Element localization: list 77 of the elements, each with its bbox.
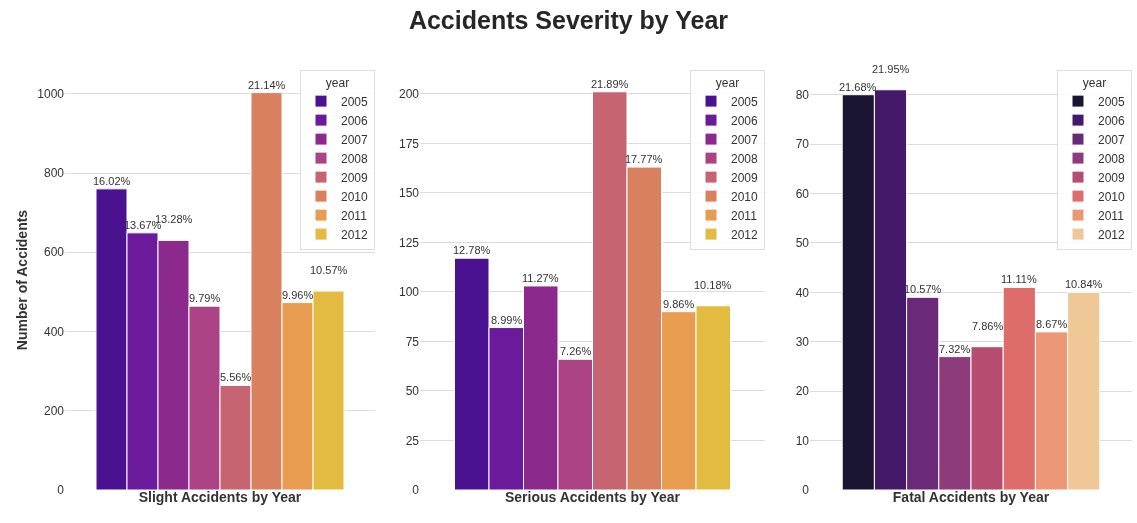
y-tick-label: 50 [795, 236, 810, 251]
y-tick-label: 200 [398, 86, 420, 101]
legend-label: 2012 [731, 227, 759, 242]
y-tick-label: 125 [398, 235, 420, 250]
y-tick-label: 600 [43, 245, 65, 260]
y-tick-label: 100 [398, 285, 420, 300]
legend-label: 2010 [1098, 189, 1126, 204]
y-tick-label: 25 [405, 433, 420, 448]
legend-label: 2011 [341, 208, 368, 223]
legend-label: 2009 [1098, 170, 1126, 185]
legend-label: 2005 [731, 94, 759, 109]
y-axis-title: Number of Accidents [14, 209, 30, 351]
y-tick-label: 200 [43, 403, 65, 418]
y-tick-label: 80 [795, 87, 810, 102]
y-tick-label: 75 [405, 334, 420, 349]
annotation: 8.67% [1036, 318, 1068, 330]
y-tick-label: 50 [405, 384, 420, 399]
annotation: 9.86% [663, 298, 695, 310]
y-tick-label: 0 [412, 483, 420, 498]
chart-title: Accidents Severity by Year [407, 6, 730, 35]
annotation: 7.26% [560, 345, 592, 357]
legend-label: 2008 [1098, 151, 1126, 166]
legend-label: 2005 [1098, 94, 1126, 109]
legend-label: 2010 [731, 189, 759, 204]
annotation: 7.86% [972, 320, 1004, 332]
legend-label: 2008 [731, 151, 759, 166]
x-axis-title: Fatal Accidents by Year [892, 489, 1050, 506]
annotation: 8.99% [491, 314, 523, 326]
annotation: 12.78% [453, 244, 491, 256]
legend-label: 2011 [1098, 208, 1125, 223]
y-tick-label: 400 [43, 324, 65, 339]
x-axis-title: Slight Accidents by Year [138, 489, 302, 506]
legend-label: 2012 [341, 227, 369, 242]
legend-label: 2006 [341, 113, 369, 128]
y-tick-label: 800 [43, 166, 65, 181]
y-tick-label: 1000 [37, 86, 65, 101]
annotation: 11.27% [522, 272, 559, 284]
y-tick-label: 40 [795, 285, 810, 300]
legend-label: 2009 [731, 170, 759, 185]
y-tick-label: 0 [802, 483, 810, 498]
y-tick-label: 30 [795, 334, 810, 349]
legend-label: 2007 [341, 132, 369, 147]
annotation: 21.95% [872, 63, 910, 75]
legend-label: 2005 [341, 94, 369, 109]
annotation: 5.56% [220, 371, 252, 383]
annotation: 10.57% [310, 264, 348, 276]
legend-title: year [1082, 75, 1107, 90]
y-tick-label: 175 [398, 136, 420, 151]
y-tick-label: 10 [795, 433, 810, 448]
legend-title: year [715, 75, 740, 90]
legend-label: 2008 [341, 151, 369, 166]
annotation: 21.68% [839, 81, 877, 93]
y-tick-label: 150 [398, 186, 420, 201]
legend-label: 2009 [341, 170, 369, 185]
y-tick-label: 20 [795, 384, 810, 399]
legend-title: year [325, 75, 350, 90]
annotation: 21.14% [248, 79, 286, 91]
annotation: 21.89% [591, 78, 629, 90]
legend-label: 2011 [731, 208, 758, 223]
y-tick-label: 60 [795, 186, 810, 201]
annotation: 10.84% [1065, 278, 1103, 290]
legend-label: 2007 [1098, 132, 1126, 147]
annotation: 7.32% [939, 343, 971, 355]
annotation: 16.02% [93, 175, 131, 187]
annotation: 11.11% [1001, 273, 1037, 285]
x-axis-title: Serious Accidents by Year [504, 489, 681, 506]
legend-label: 2007 [731, 132, 759, 147]
y-tick-label: 70 [795, 137, 810, 152]
annotation: 9.79% [189, 292, 221, 304]
legend-label: 2010 [341, 189, 369, 204]
annotation: 17.77% [625, 153, 663, 165]
annotation: 10.18% [694, 279, 732, 291]
y-tick-label: 0 [57, 483, 65, 498]
legend-label: 2012 [1098, 227, 1126, 242]
legend-label: 2006 [1098, 113, 1126, 128]
legend-label: 2006 [731, 113, 759, 128]
annotation: 9.96% [282, 289, 314, 301]
